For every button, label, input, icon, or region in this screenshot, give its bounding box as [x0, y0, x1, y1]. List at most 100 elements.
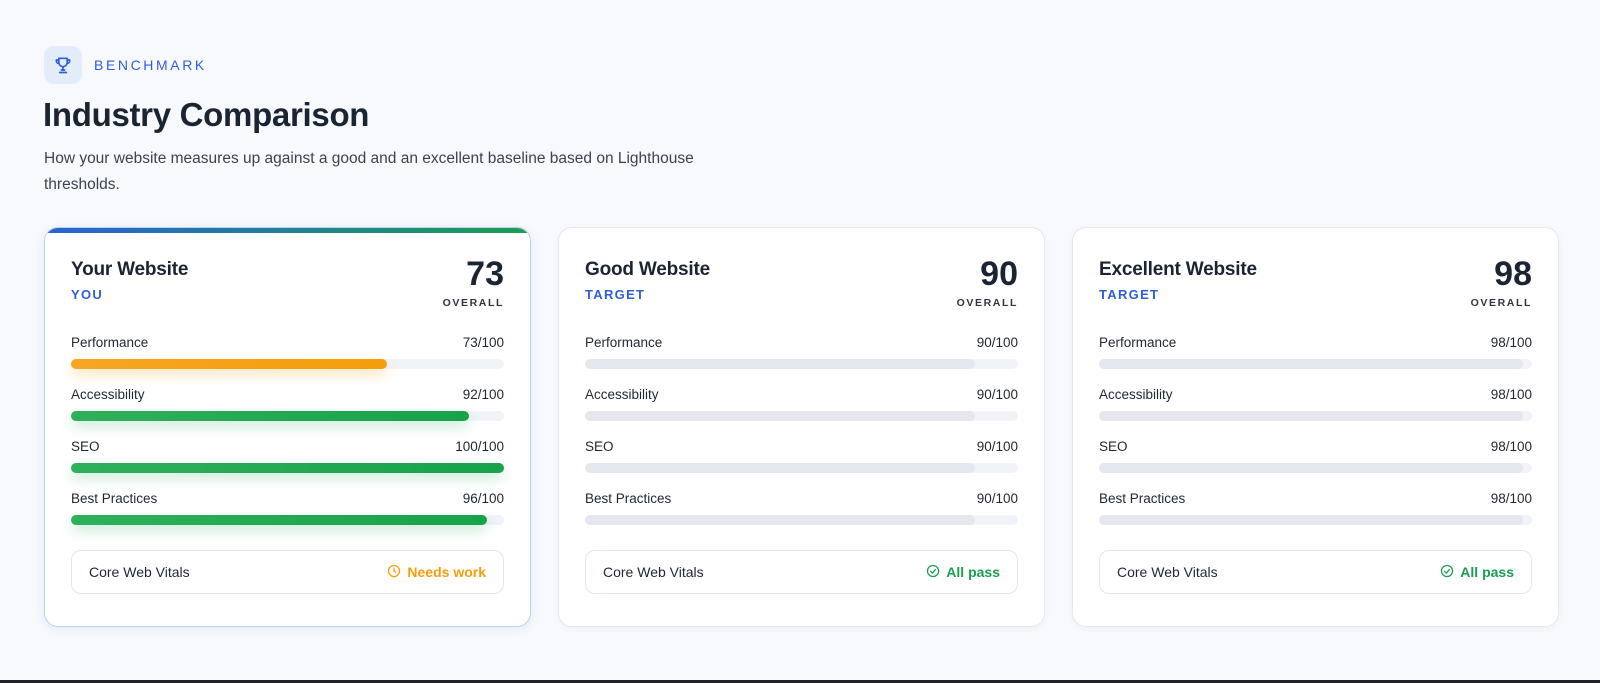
cwv-label: Core Web Vitals [603, 564, 704, 580]
cwv-status: All pass [926, 564, 1000, 581]
cwv-status-text: Needs work [407, 564, 486, 580]
metric-value: 98/100 [1490, 439, 1532, 454]
card-header: Your Website YOU 73 OVERALL [71, 254, 504, 309]
metric-seo: SEO 98/100 [1099, 439, 1532, 491]
trophy-icon [44, 46, 82, 84]
metric-value: 73/100 [462, 335, 504, 350]
card-tag: YOU [71, 287, 104, 302]
core-web-vitals-row: Core Web Vitals Needs work [71, 550, 504, 594]
metric-label: Best Practices [1099, 491, 1186, 506]
metric-bar-fill [1099, 359, 1524, 369]
metric-seo: SEO 100/100 [71, 439, 504, 491]
metric-track [1099, 411, 1532, 421]
metric-label: Accessibility [71, 387, 145, 402]
metric-seo: SEO 90/100 [585, 439, 1018, 491]
overall-score: 73 OVERALL [443, 254, 504, 309]
metric-track [585, 515, 1018, 525]
metric-bar-fill [71, 463, 504, 473]
metric-track [585, 411, 1018, 421]
metric-track [585, 359, 1018, 369]
overall-score-value: 98 [1494, 255, 1532, 293]
metric-track [71, 411, 504, 421]
card-accent-bar [45, 228, 530, 233]
metric-label: Accessibility [1099, 387, 1173, 402]
metric-value: 98/100 [1490, 335, 1532, 350]
metric-label: Best Practices [585, 491, 672, 506]
metric-bar-fill [1099, 515, 1524, 525]
metric-value: 90/100 [976, 439, 1018, 454]
card-good-website: Good Website TARGET 90 OVERALL Performan… [558, 227, 1045, 627]
metric-bar-fill [71, 359, 388, 369]
cwv-status: All pass [1440, 564, 1514, 581]
metrics-list: Performance 98/100 Accessibility 98/100 SE… [1099, 335, 1532, 543]
metric-value: 90/100 [976, 491, 1018, 506]
core-web-vitals-row: Core Web Vitals All pass [585, 550, 1018, 594]
card-your-website: Your Website YOU 73 OVERALL Performance 7… [44, 227, 531, 627]
clock-icon [387, 564, 401, 581]
metric-track [1099, 463, 1532, 473]
metric-bar-fill [585, 515, 975, 525]
metric-track [71, 515, 504, 525]
overall-score: 90 OVERALL [957, 254, 1018, 309]
metric-accessibility: Accessibility 92/100 [71, 387, 504, 439]
metric-label: Accessibility [585, 387, 659, 402]
overall-score: 98 OVERALL [1471, 254, 1532, 309]
overall-score-label: OVERALL [1470, 297, 1532, 309]
metric-value: 98/100 [1490, 387, 1532, 402]
metric-label: SEO [585, 439, 614, 454]
check-circle-icon [926, 564, 940, 581]
metric-best-practices: Best Practices 98/100 [1099, 491, 1532, 543]
metric-bar-fill [1099, 411, 1524, 421]
metric-bar-fill [1099, 463, 1524, 473]
metric-bar-fill [71, 411, 470, 421]
metric-label: Performance [71, 335, 149, 350]
card-title: Excellent Website [1099, 259, 1257, 280]
overall-score-value: 90 [980, 255, 1018, 293]
metric-accessibility: Accessibility 98/100 [1099, 387, 1532, 439]
eyebrow: BENCHMARK [44, 46, 207, 84]
metrics-list: Performance 90/100 Accessibility 90/100 SE… [585, 335, 1018, 543]
metric-value: 90/100 [976, 387, 1018, 402]
metric-track [1099, 359, 1532, 369]
overall-score-label: OVERALL [956, 297, 1018, 309]
metric-bar-fill [585, 463, 975, 473]
metric-value: 92/100 [462, 387, 504, 402]
metric-label: Performance [585, 335, 663, 350]
core-web-vitals-row: Core Web Vitals All pass [1099, 550, 1532, 594]
overall-score-value: 73 [466, 255, 504, 293]
card-title: Your Website [71, 259, 189, 280]
metric-value: 98/100 [1490, 491, 1532, 506]
metric-accessibility: Accessibility 90/100 [585, 387, 1018, 439]
metric-bar-fill [585, 411, 975, 421]
eyebrow-label: BENCHMARK [94, 57, 207, 73]
metric-track [71, 359, 504, 369]
bottom-divider [0, 680, 1600, 683]
metric-performance: Performance 98/100 [1099, 335, 1532, 387]
card-header: Excellent Website TARGET 98 OVERALL [1099, 254, 1532, 309]
page-subtitle: How your website measures up against a g… [44, 150, 694, 193]
cwv-status: Needs work [387, 564, 486, 581]
metric-bar-fill [71, 515, 487, 525]
overall-score-label: OVERALL [442, 297, 504, 309]
metric-label: SEO [1099, 439, 1128, 454]
check-circle-icon [1440, 564, 1454, 581]
metric-label: SEO [71, 439, 100, 454]
metric-performance: Performance 90/100 [585, 335, 1018, 387]
metric-value: 90/100 [976, 335, 1018, 350]
cwv-label: Core Web Vitals [89, 564, 190, 580]
card-tag: TARGET [1099, 287, 1160, 302]
metric-bar-fill [585, 359, 975, 369]
cwv-status-text: All pass [946, 564, 1000, 580]
metric-label: Best Practices [71, 491, 158, 506]
card-title: Good Website [585, 259, 710, 280]
metric-best-practices: Best Practices 96/100 [71, 491, 504, 543]
cwv-status-text: All pass [1460, 564, 1514, 580]
metric-track [71, 463, 504, 473]
card-tag: TARGET [585, 287, 646, 302]
card-excellent-website: Excellent Website TARGET 98 OVERALL Perf… [1072, 227, 1559, 627]
metrics-list: Performance 73/100 Accessibility 92/100 SE… [71, 335, 504, 543]
page-title: Industry Comparison [43, 96, 370, 133]
metric-value: 96/100 [462, 491, 504, 506]
card-header: Good Website TARGET 90 OVERALL [585, 254, 1018, 309]
